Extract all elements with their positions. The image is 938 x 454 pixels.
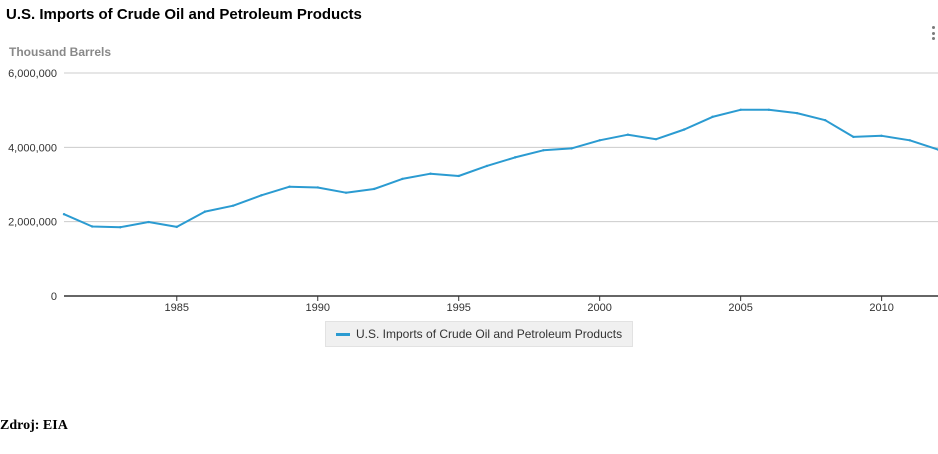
data-point bbox=[260, 194, 263, 197]
menu-dot bbox=[931, 37, 935, 40]
y-tick-label: 4,000,000 bbox=[8, 142, 57, 154]
y-tick-label: 0 bbox=[51, 291, 57, 303]
data-point bbox=[908, 139, 912, 142]
y-tick-label: 2,000,000 bbox=[8, 217, 57, 229]
data-point bbox=[62, 213, 66, 216]
data-point bbox=[542, 149, 545, 152]
data-point bbox=[739, 108, 742, 111]
data-point bbox=[203, 210, 207, 213]
data-point bbox=[598, 139, 601, 142]
chart-legend[interactable]: U.S. Imports of Crude Oil and Petroleum … bbox=[325, 321, 634, 347]
data-point bbox=[513, 156, 517, 159]
vertical-dots-icon[interactable] bbox=[931, 26, 935, 40]
data-point bbox=[175, 225, 178, 229]
legend-swatch bbox=[336, 332, 350, 336]
data-point bbox=[711, 115, 714, 119]
x-tick-label: 2000 bbox=[587, 302, 611, 314]
data-point bbox=[316, 186, 319, 189]
data-point bbox=[824, 119, 827, 122]
data-point bbox=[485, 164, 489, 168]
chart-title: U.S. Imports of Crude Oil and Petroleum … bbox=[6, 6, 362, 23]
data-point bbox=[683, 128, 686, 131]
series-line bbox=[63, 108, 938, 229]
data-point bbox=[457, 174, 460, 178]
data-point bbox=[401, 177, 404, 181]
legend-label: U.S. Imports of Crude Oil and Petroleum … bbox=[356, 327, 623, 341]
x-tick-label: 1985 bbox=[165, 302, 189, 314]
data-point bbox=[288, 185, 291, 188]
x-tick-label: 1995 bbox=[446, 302, 470, 314]
x-tick-label: 2005 bbox=[728, 302, 752, 314]
menu-dot bbox=[931, 26, 935, 29]
data-point bbox=[626, 133, 630, 136]
line-chart: Thousand Barrels 0 2,000,000 4,000,000 6,000… bbox=[8, 45, 938, 314]
data-point bbox=[231, 204, 235, 207]
data-point bbox=[852, 135, 855, 139]
data-point bbox=[654, 137, 658, 141]
data-point bbox=[344, 191, 348, 194]
y-tick-label: 6,000,000 bbox=[8, 68, 57, 80]
data-point bbox=[119, 226, 122, 229]
data-point bbox=[795, 111, 799, 115]
data-point bbox=[767, 108, 771, 111]
data-point bbox=[90, 225, 94, 228]
data-point bbox=[880, 134, 883, 138]
x-tick-label: 2010 bbox=[869, 302, 893, 314]
source-note: Zdroj: EIA bbox=[0, 418, 68, 433]
data-point bbox=[570, 147, 573, 150]
data-point bbox=[429, 172, 432, 175]
data-point bbox=[147, 220, 150, 224]
x-tick-label: 1990 bbox=[305, 302, 329, 314]
menu-dot bbox=[931, 31, 935, 35]
data-point bbox=[372, 187, 376, 191]
y-axis-title: Thousand Barrels bbox=[9, 45, 111, 59]
